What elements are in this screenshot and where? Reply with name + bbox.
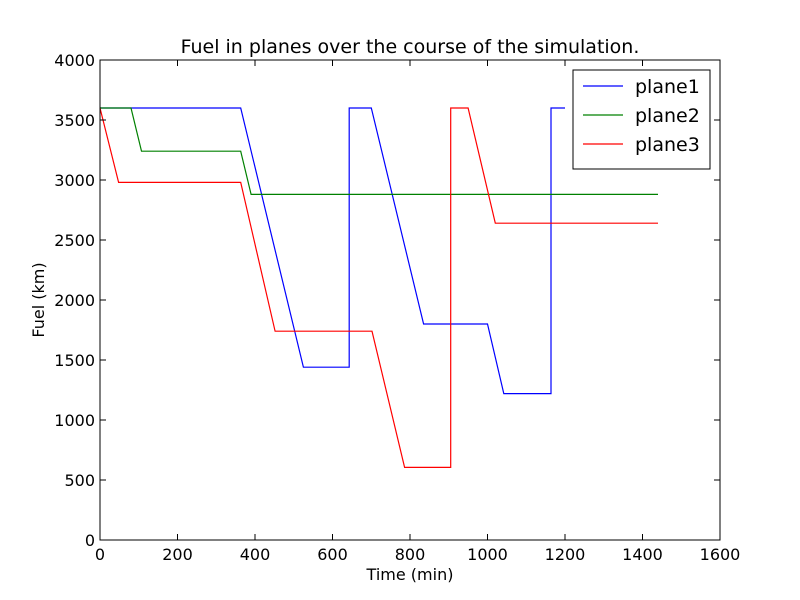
x-tick-label: 1000 [467,545,508,564]
x-tick-label: 200 [162,545,193,564]
x-tick-label: 1600 [700,545,741,564]
series-line-plane1 [100,107,565,395]
series-line-plane3 [99,107,658,468]
x-tick-label: 1200 [545,545,586,564]
y-tick-label: 4000 [54,51,95,70]
x-tick-label: 400 [240,545,271,564]
legend: plane1 plane2 plane3 [572,69,711,170]
y-tick-label: 0 [85,531,95,550]
y-tick-label: 2500 [54,231,95,250]
y-tick-label: 3500 [54,111,95,130]
y-tick-label: 500 [64,471,95,490]
x-tick-label: 1400 [622,545,663,564]
x-axis-label: Time (min) [366,565,454,584]
legend-label-plane3: plane3 [635,134,700,156]
x-axis: 0 200 400 600 800 1000 1200 1400 1600 [95,60,740,564]
y-tick-label: 1000 [54,411,95,430]
series-line-plane2 [100,107,658,195]
y-axis-label: Fuel (km) [29,262,48,337]
y-tick-label: 3000 [54,171,95,190]
x-tick-label: 800 [395,545,426,564]
x-tick-label: 600 [317,545,348,564]
plot-area [99,107,658,468]
chart-title: Fuel in planes over the course of the si… [181,36,640,58]
legend-label-plane2: plane2 [635,105,700,127]
y-tick-label: 1500 [54,351,95,370]
y-axis: 0 500 1000 1500 2000 2500 3000 3500 4000 [54,51,720,550]
x-tick-label: 0 [95,545,105,564]
y-tick-label: 2000 [54,291,95,310]
legend-label-plane1: plane1 [635,76,700,98]
